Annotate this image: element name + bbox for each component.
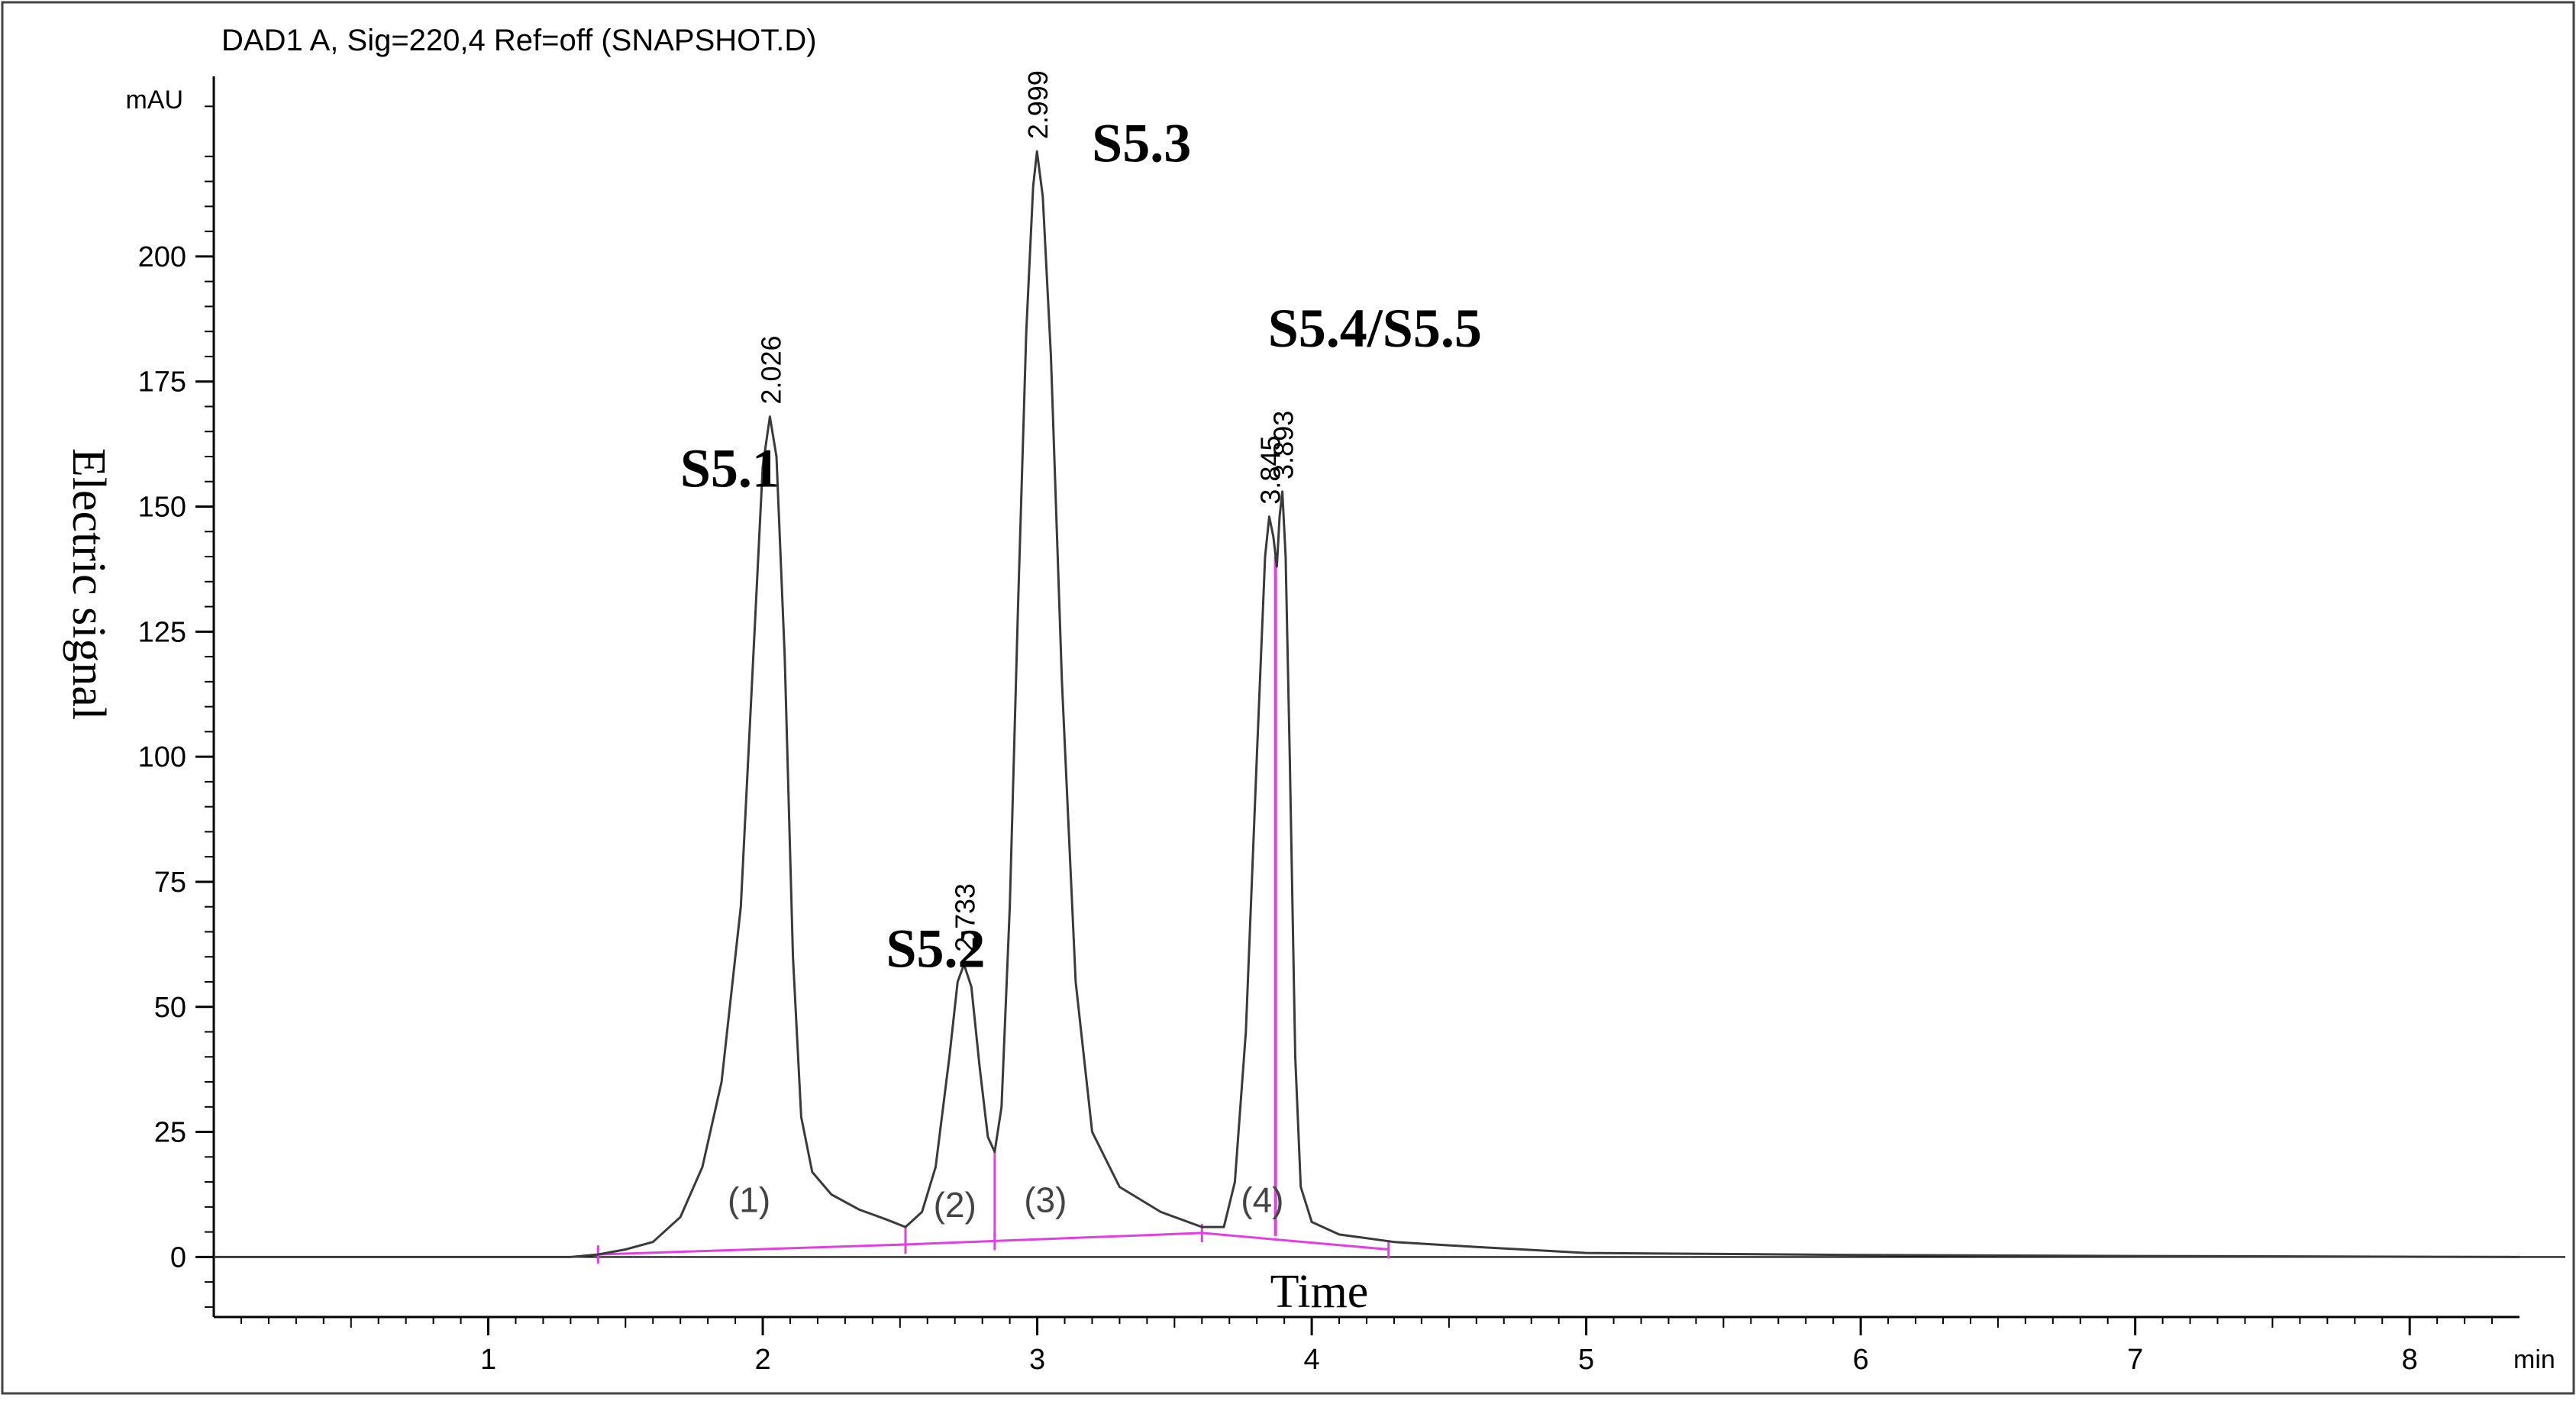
integration-baseline-4 (1202, 1232, 1389, 1251)
chart-title: DAD1 A, Sig=220,4 Ref=off (SNAPSHOT.D) (221, 24, 817, 57)
peak-retention-label: 3.845 (1254, 436, 1286, 505)
signal-trace-1 (214, 150, 2520, 1258)
peak-name-label: S5.1 (680, 437, 780, 499)
y-tick-label: 100 (138, 741, 186, 773)
y-tick-label: 175 (138, 366, 186, 399)
x-unit-label: min (2513, 1345, 2555, 1374)
y-tick-label: 0 (170, 1241, 186, 1273)
integration-baseline-1 (598, 1243, 906, 1256)
region-label: (2) (934, 1185, 976, 1225)
y-tick-label: 200 (138, 241, 186, 273)
integration-baseline-3 (994, 1232, 1202, 1242)
x-tick-label: 5 (1578, 1344, 1594, 1376)
integration-baseline-2 (905, 1239, 995, 1246)
x-tick-label: 6 (1853, 1344, 1869, 1376)
peak-retention-label: 3.893 (1268, 411, 1299, 479)
y-tick-label: 25 (154, 1117, 186, 1149)
y-tick-label: 50 (154, 992, 186, 1024)
x-tick-label: 7 (2127, 1344, 2143, 1376)
y-unit-label: mAU (125, 86, 183, 115)
peak-name-label: S5.3 (1092, 112, 1191, 173)
y-tick-label: 125 (138, 616, 186, 648)
x-tick-label: 4 (1304, 1344, 1320, 1376)
x-tick-label: 1 (480, 1344, 496, 1376)
region-label: (1) (728, 1180, 770, 1219)
peak-retention-label: 2.733 (950, 883, 981, 952)
x-tick-label: 2 (754, 1344, 770, 1376)
x-tick-label: 3 (1029, 1344, 1045, 1376)
x-tick-label: 8 (2402, 1344, 2418, 1376)
region-label: (4) (1241, 1180, 1283, 1219)
peak-name-label: S5.2 (886, 918, 986, 979)
peak-retention-label: 2.999 (1022, 70, 1054, 139)
y-tick-label: 75 (154, 867, 186, 899)
peak-retention-label: 2.026 (755, 335, 786, 404)
peak-name-label: S5.4/S5.5 (1268, 298, 1482, 359)
plot-area: 0 25 50 75 100 125 150 175 200 1 2 3 4 5 6 7 8 2.026 2.733… (138, 70, 2565, 1376)
region-label: (3) (1024, 1180, 1067, 1219)
x-axis-title: Time (1270, 1266, 1369, 1318)
y-axis-title: Electric signal (63, 448, 115, 720)
y-tick-label: 150 (138, 492, 186, 524)
